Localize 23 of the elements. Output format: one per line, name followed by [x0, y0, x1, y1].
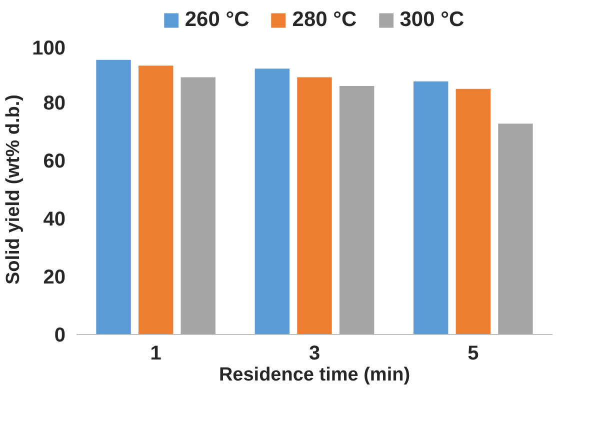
y-tick-label: 100	[32, 38, 66, 60]
y-tick-label: 40	[43, 208, 66, 230]
bar	[339, 86, 374, 334]
bar	[180, 77, 216, 334]
x-tick-label: 5	[468, 342, 479, 364]
bar	[138, 66, 174, 334]
bar	[456, 88, 491, 334]
bar	[498, 124, 533, 334]
x-tick-label: 3	[308, 342, 320, 364]
y-tick-label: 0	[54, 324, 66, 346]
y-tick-label: 60	[43, 150, 66, 172]
bar	[414, 81, 448, 334]
y-tick-label: 20	[43, 266, 66, 288]
x-tick-label: 1	[150, 342, 162, 364]
legend-label: 280 °C	[292, 8, 357, 32]
y-tick-label: 80	[43, 92, 66, 114]
bar	[96, 60, 131, 334]
bar	[254, 68, 290, 334]
y-axis-title: Solid yield (wt% d.b.)	[3, 94, 24, 284]
x-axis-title: Residence time (min)	[218, 364, 410, 386]
legend-label: 300 °C	[400, 8, 464, 32]
legend-label: 260 °C	[184, 8, 250, 32]
bar	[297, 77, 332, 334]
